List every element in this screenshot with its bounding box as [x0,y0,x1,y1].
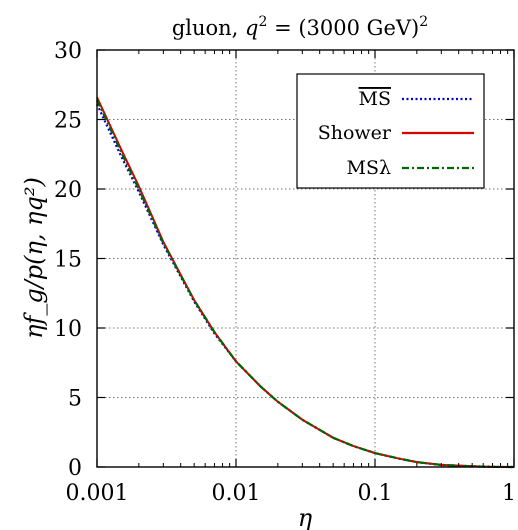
title-prefix: gluon, [172,16,245,40]
legend-item-ms: MS [359,88,391,110]
title-sup-2b: 2 [419,14,428,30]
x-tick-label: 1 [502,481,516,506]
x-tick-label: 0.1 [358,481,393,506]
title-q: q [245,16,258,40]
series-line-ms-lambda [96,99,515,469]
x-tick-label: 0.01 [212,481,261,506]
plot-frame [96,49,515,468]
legend-label-ms-lambda-text: MSλ [346,157,391,179]
y-axis-label: ηf_g/p(η, ηq²) [20,177,48,339]
y-tick-label: 30 [54,39,82,64]
legend-label-ms-lambda: MSλ [346,157,391,179]
x-tick-label: 0.001 [66,481,129,506]
legend-label-shower: Shower [318,122,392,144]
legend-item-shower: Shower [318,122,392,144]
legend-label-shower-text: Shower [318,122,392,144]
title-sup-2a: 2 [258,14,267,30]
y-tick-label: 20 [54,178,82,203]
legend-label-ms-text: MS [359,88,391,110]
legend-lines [402,97,474,170]
y-tick-label: 25 [54,109,82,134]
y-tick-label: 5 [68,387,82,412]
chart-title: gluon, q2 = (3000 GeV)2 [172,14,428,40]
y-tick-label: 0 [68,456,82,481]
y-tick-label: 15 [54,248,82,273]
y-tick-label: 10 [54,317,82,342]
legend-label-ms: MS [359,88,391,110]
title-equals: = (3000 GeV) [267,16,419,40]
legend-item-ms-lambda: MSλ [346,157,391,179]
x-axis-label: η [298,504,313,530]
